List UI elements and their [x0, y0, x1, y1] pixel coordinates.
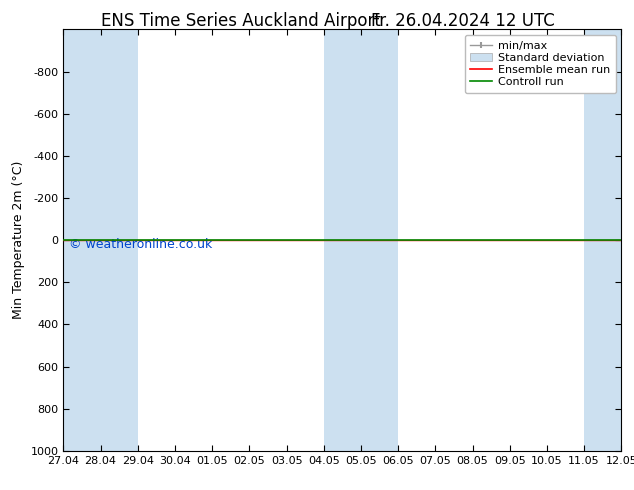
Legend: min/max, Standard deviation, Ensemble mean run, Controll run: min/max, Standard deviation, Ensemble me…	[465, 35, 616, 93]
Bar	[361, 29, 398, 451]
Text: Fr. 26.04.2024 12 UTC: Fr. 26.04.2024 12 UTC	[371, 12, 555, 30]
Bar	[63, 29, 101, 451]
Bar	[101, 29, 138, 451]
Bar	[324, 29, 361, 451]
Text: © weatheronline.co.uk: © weatheronline.co.uk	[69, 238, 212, 251]
Text: ENS Time Series Auckland Airport: ENS Time Series Auckland Airport	[101, 12, 381, 30]
Y-axis label: Min Temperature 2m (°C): Min Temperature 2m (°C)	[12, 161, 25, 319]
Bar	[584, 29, 621, 451]
